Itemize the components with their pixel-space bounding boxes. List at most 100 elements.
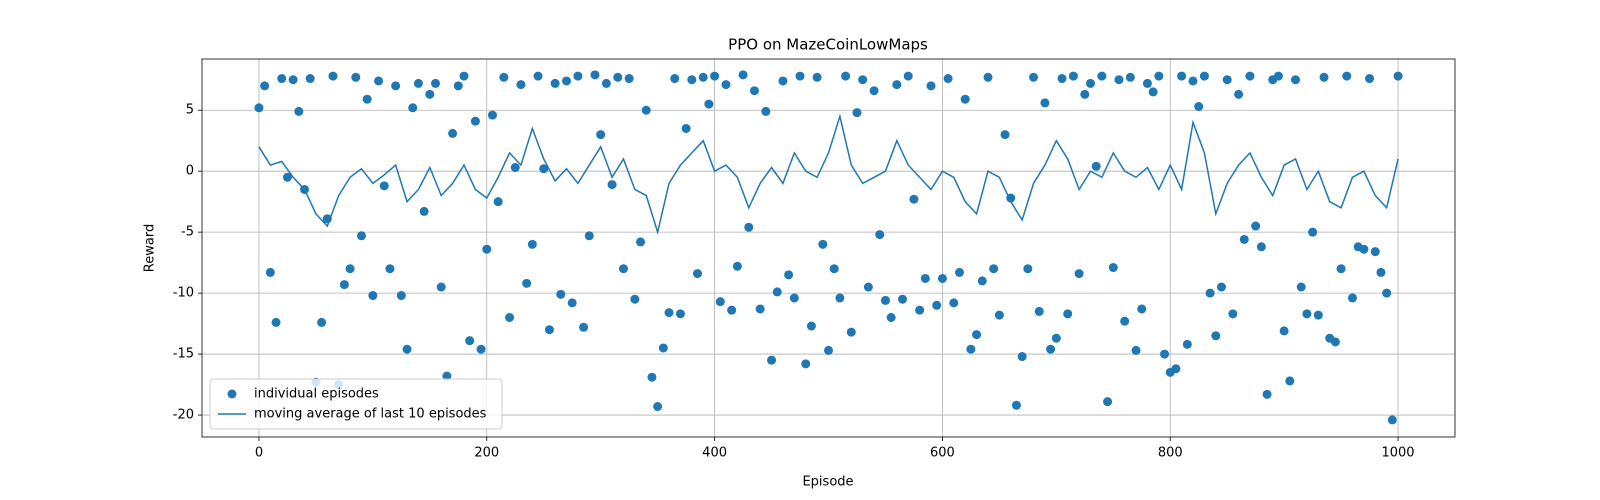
scatter-point: [1302, 309, 1312, 319]
scatter-point: [265, 267, 275, 277]
scatter-point: [254, 103, 264, 113]
scatter-point: [789, 293, 799, 303]
scatter-point: [960, 94, 970, 104]
scatter-point: [277, 74, 287, 84]
scatter-point: [1182, 339, 1192, 349]
scatter-point: [1137, 304, 1147, 314]
x-tick-label: 600: [930, 446, 955, 461]
scatter-point: [1291, 75, 1301, 85]
scatter-point: [601, 78, 611, 88]
scatter-point: [1347, 293, 1357, 303]
y-tick-label: 5: [186, 103, 194, 118]
y-tick-label: -20: [173, 408, 194, 423]
scatter-point: [1097, 71, 1107, 81]
scatter-point: [476, 344, 486, 354]
scatter-point: [431, 78, 441, 88]
legend-box: [209, 378, 503, 430]
scatter-point: [727, 305, 737, 315]
scatter-point: [1103, 397, 1113, 407]
legend: individual episodes moving average of las…: [209, 378, 503, 430]
scatter-point: [1245, 71, 1255, 81]
scatter-point: [470, 116, 480, 126]
scatter-point: [613, 72, 623, 82]
scatter-point: [1199, 71, 1209, 81]
scatter-point: [1359, 244, 1369, 254]
scatter-point: [886, 313, 896, 323]
scatter-point: [596, 130, 606, 140]
scatter-point: [1256, 242, 1266, 252]
scatter-point: [664, 308, 674, 318]
scatter-point: [898, 294, 908, 304]
scatter-point: [1279, 326, 1289, 336]
scatter-point: [550, 78, 560, 88]
scatter-point: [533, 71, 543, 81]
scatter-point: [1029, 72, 1039, 82]
axes-frame: [201, 58, 1456, 438]
scatter-point: [675, 309, 685, 319]
scatter-point: [1074, 269, 1084, 279]
scatter-point: [1114, 75, 1124, 85]
scatter-point: [624, 74, 634, 84]
x-tick-label: 1000: [1381, 446, 1414, 461]
scatter-point: [1057, 74, 1067, 84]
x-axis-label: Episode: [802, 475, 853, 490]
scatter-point: [1017, 352, 1027, 362]
scatter-point: [1125, 72, 1135, 82]
scatter-point: [1342, 71, 1352, 81]
scatter-point: [510, 163, 520, 173]
scatter-point: [1023, 264, 1033, 274]
scatter-point: [658, 343, 668, 353]
scatter-point: [983, 72, 993, 82]
scatter-point: [1177, 71, 1187, 81]
scatter-point: [505, 313, 515, 323]
y-axis-label: Reward: [143, 224, 158, 272]
scatter-point: [858, 75, 868, 85]
scatter-point: [994, 310, 1004, 320]
scatter-point: [641, 105, 651, 115]
x-tick-label: 200: [474, 446, 499, 461]
scatter-point: [282, 172, 292, 182]
scatter-point: [1091, 161, 1101, 171]
scatter-point: [584, 231, 594, 241]
scatter-point: [607, 180, 617, 190]
y-tick-label: -5: [181, 225, 194, 240]
scatter-point: [579, 322, 589, 332]
scatter-point: [920, 273, 930, 283]
scatter-point: [556, 289, 566, 299]
scatter-point: [562, 76, 572, 86]
scatter-point: [345, 264, 355, 274]
scatter-point: [493, 197, 503, 207]
scatter-point: [1262, 389, 1272, 399]
scatter-point: [972, 330, 982, 340]
scatter-point: [396, 291, 406, 301]
scatter-point: [1251, 221, 1261, 231]
scatter-point: [522, 278, 532, 288]
scatter-point: [1148, 87, 1158, 97]
scatter-point: [288, 75, 298, 85]
scatter-point: [761, 106, 771, 116]
scatter-point: [744, 222, 754, 232]
scatter-point: [1376, 267, 1386, 277]
scatter-point: [1336, 264, 1346, 274]
scatter-point: [926, 81, 936, 91]
scatter-point: [1222, 75, 1232, 85]
scatter-point: [630, 294, 640, 304]
scatter-point: [465, 336, 475, 346]
scatter-point: [1308, 227, 1318, 237]
scatter-point: [453, 81, 463, 91]
scatter-point: [1011, 400, 1021, 410]
scatter-point: [1393, 71, 1403, 81]
scatter-point: [704, 99, 714, 109]
scatter-point: [1330, 337, 1340, 347]
plot-area: [254, 70, 1403, 425]
scatter-point: [1171, 364, 1181, 374]
scatter-point: [989, 264, 999, 274]
scatter-point: [698, 72, 708, 82]
scatter-point: [1068, 71, 1078, 81]
scatter-point: [749, 86, 759, 96]
scatter-point: [573, 71, 583, 81]
scatter-point: [391, 81, 401, 91]
scatter-point: [1370, 247, 1380, 257]
scatter-point: [544, 325, 554, 335]
